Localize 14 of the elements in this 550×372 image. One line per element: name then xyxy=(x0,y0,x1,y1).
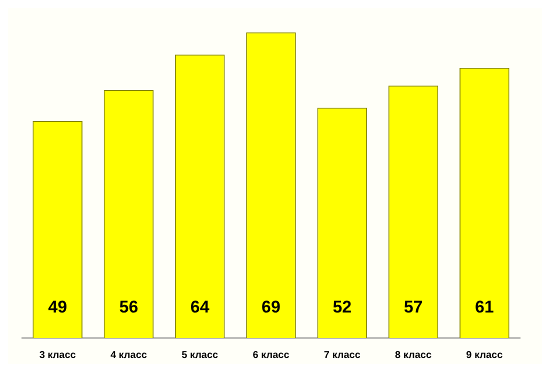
data-label: 49 xyxy=(48,298,68,317)
x-tick-label: 6 класс xyxy=(252,350,290,361)
data-label: 61 xyxy=(474,298,494,317)
data-label: 57 xyxy=(404,298,423,317)
data-label: 52 xyxy=(332,298,352,317)
x-tick-label: 9 класс xyxy=(466,350,504,361)
data-label: 56 xyxy=(119,298,138,317)
x-tick-label: 5 класс xyxy=(182,350,219,361)
data-label: 69 xyxy=(262,298,280,317)
x-tick-label: 8 класс xyxy=(395,350,432,361)
x-tick-label: 3 класс xyxy=(39,350,76,361)
x-tick-label: 7 класс xyxy=(324,350,361,361)
x-tick-label: 4 класс xyxy=(110,350,148,361)
data-label: 64 xyxy=(190,298,210,317)
